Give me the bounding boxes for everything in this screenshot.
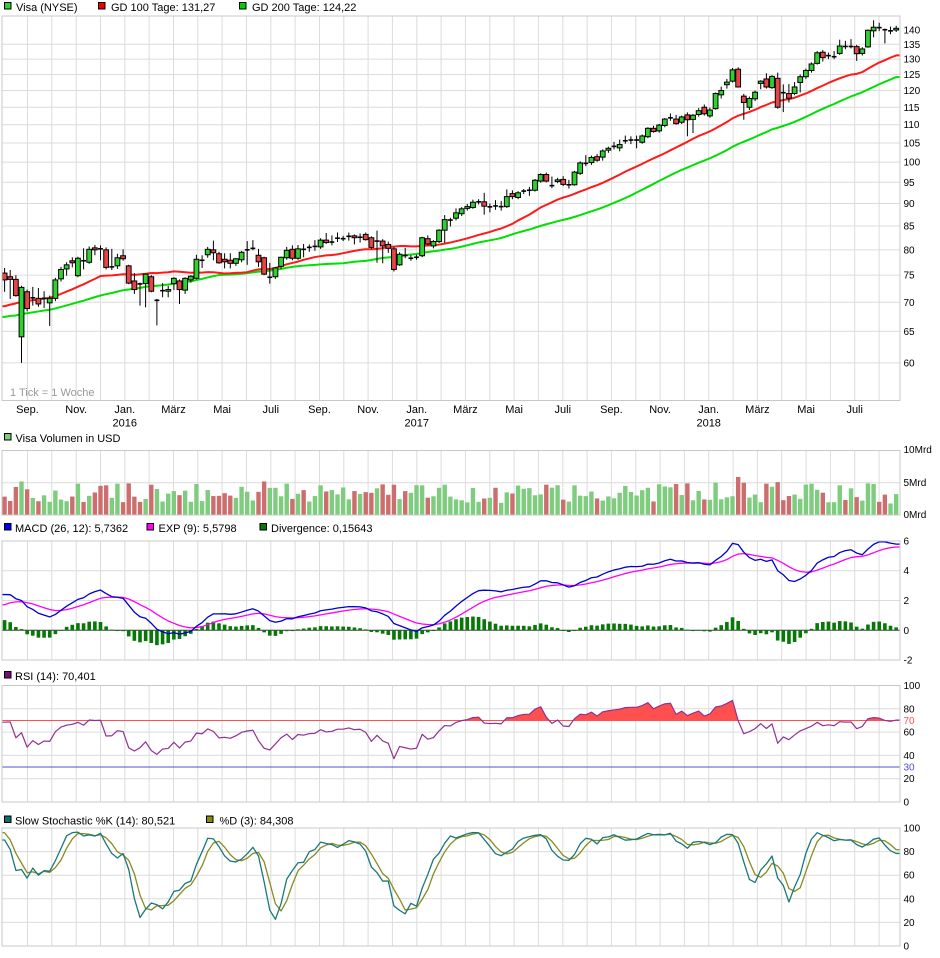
svg-text:0: 0 [904,626,910,637]
svg-text:2018: 2018 [696,418,720,430]
svg-text:Jan.: Jan. [406,404,427,416]
svg-text:100: 100 [904,158,921,169]
svg-text:120: 120 [904,86,921,97]
svg-text:6: 6 [904,537,910,548]
svg-text:60: 60 [904,871,916,882]
svg-text:Jan.: Jan. [114,404,135,416]
svg-text:2: 2 [904,596,910,607]
svg-text:Jan.: Jan. [698,404,719,416]
svg-text:105: 105 [904,139,921,150]
svg-text:0Mrd: 0Mrd [904,510,927,521]
svg-text:Sep.: Sep. [600,404,623,416]
svg-text:115: 115 [904,103,920,114]
svg-text:März: März [453,404,477,416]
svg-text:95: 95 [904,178,916,189]
svg-text:März: März [161,404,185,416]
svg-text:80: 80 [904,245,916,256]
svg-text:60: 60 [904,358,916,369]
svg-text:80: 80 [904,704,916,715]
svg-text:60: 60 [904,728,916,739]
svg-text:80: 80 [904,847,916,858]
svg-text:100: 100 [904,681,921,692]
svg-text:4: 4 [904,566,910,577]
svg-text:RSI (14): 70,401: RSI (14): 70,401 [15,671,96,683]
svg-text:Mai: Mai [505,404,523,416]
svg-text:Nov.: Nov. [357,404,379,416]
svg-text:Mai: Mai [213,404,231,416]
svg-text:20: 20 [904,774,916,785]
svg-text:1 Tick = 1 Woche: 1 Tick = 1 Woche [10,387,94,399]
svg-text:-2: -2 [904,656,913,667]
svg-text:Juli: Juli [263,404,280,416]
svg-text:2016: 2016 [113,418,137,430]
svg-text:Nov.: Nov. [649,404,671,416]
svg-text:0: 0 [904,798,910,809]
svg-text:GD 200 Tage: 124,22: GD 200 Tage: 124,22 [252,2,356,14]
svg-text:125: 125 [904,70,921,81]
svg-text:5Mrd: 5Mrd [904,478,927,489]
svg-text:Nov.: Nov. [65,404,87,416]
svg-text:Juli: Juli [846,404,863,416]
svg-text:Sep.: Sep. [308,404,331,416]
svg-text:30: 30 [904,763,916,774]
svg-text:GD 100 Tage: 131,27: GD 100 Tage: 131,27 [111,2,215,14]
svg-text:%D (3): 84,308: %D (3): 84,308 [220,816,294,828]
svg-text:2017: 2017 [405,418,429,430]
svg-text:0: 0 [904,942,910,953]
svg-text:70: 70 [904,716,916,727]
svg-text:75: 75 [904,271,916,282]
svg-text:130: 130 [904,55,921,66]
svg-text:70: 70 [904,298,916,309]
svg-text:20: 20 [904,918,916,929]
svg-text:EXP (9): 5,5798: EXP (9): 5,5798 [159,523,237,535]
svg-text:Divergence: 0,15643: Divergence: 0,15643 [271,523,373,535]
svg-text:10Mrd: 10Mrd [904,445,932,456]
svg-text:65: 65 [904,327,916,338]
svg-text:140: 140 [904,26,921,37]
svg-text:135: 135 [904,40,921,51]
svg-text:100: 100 [904,824,921,835]
svg-text:Slow Stochastic %K (14): 80,52: Slow Stochastic %K (14): 80,521 [15,816,175,828]
svg-text:40: 40 [904,894,916,905]
svg-text:MACD (26, 12): 5,7362: MACD (26, 12): 5,7362 [15,523,128,535]
svg-text:Visa Volumen in USD: Visa Volumen in USD [16,433,121,445]
svg-text:40: 40 [904,751,916,762]
svg-text:Visa (NYSE): Visa (NYSE) [16,2,78,14]
svg-text:März: März [745,404,769,416]
svg-text:85: 85 [904,222,916,233]
svg-text:90: 90 [904,199,916,210]
svg-text:Juli: Juli [555,404,572,416]
svg-text:Sep.: Sep. [16,404,39,416]
svg-text:110: 110 [904,120,920,131]
svg-text:Mai: Mai [797,404,815,416]
